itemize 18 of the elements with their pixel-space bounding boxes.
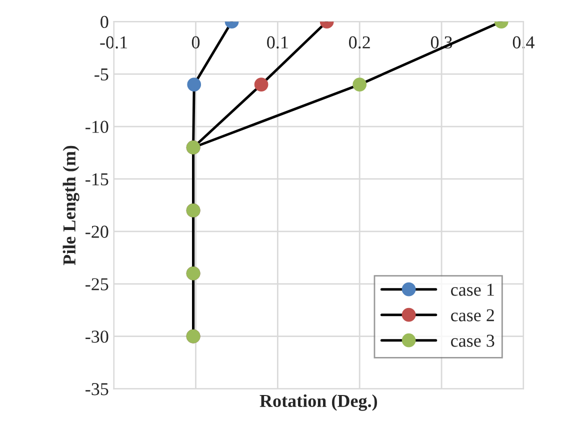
x-tick-label: -0.1 [100, 36, 128, 49]
x-tick-label: 0.2 [349, 36, 370, 49]
x-tick-label: 0.1 [267, 36, 288, 49]
y-tick-label: -35 [86, 383, 108, 396]
y-tick-label: -25 [86, 278, 108, 290]
y-tick-label: -30 [86, 330, 108, 343]
y-tick-label: -10 [86, 120, 108, 133]
y-axis-title: Pile Length (m) [62, 146, 80, 266]
legend-label: case 1 [451, 284, 494, 296]
y-tick-label: -15 [86, 173, 108, 186]
x-axis-title: Rotation (Deg.) [260, 394, 378, 411]
x-tick-label: 0 [192, 36, 200, 48]
legend-label: case 2 [451, 309, 494, 322]
x-tick-label: 0.4 [512, 36, 534, 49]
y-tick-label: -5 [94, 68, 108, 80]
legend-label: case 3 [451, 334, 494, 347]
y-tick-label: 0 [100, 16, 108, 28]
y-tick-label: -20 [86, 226, 108, 238]
